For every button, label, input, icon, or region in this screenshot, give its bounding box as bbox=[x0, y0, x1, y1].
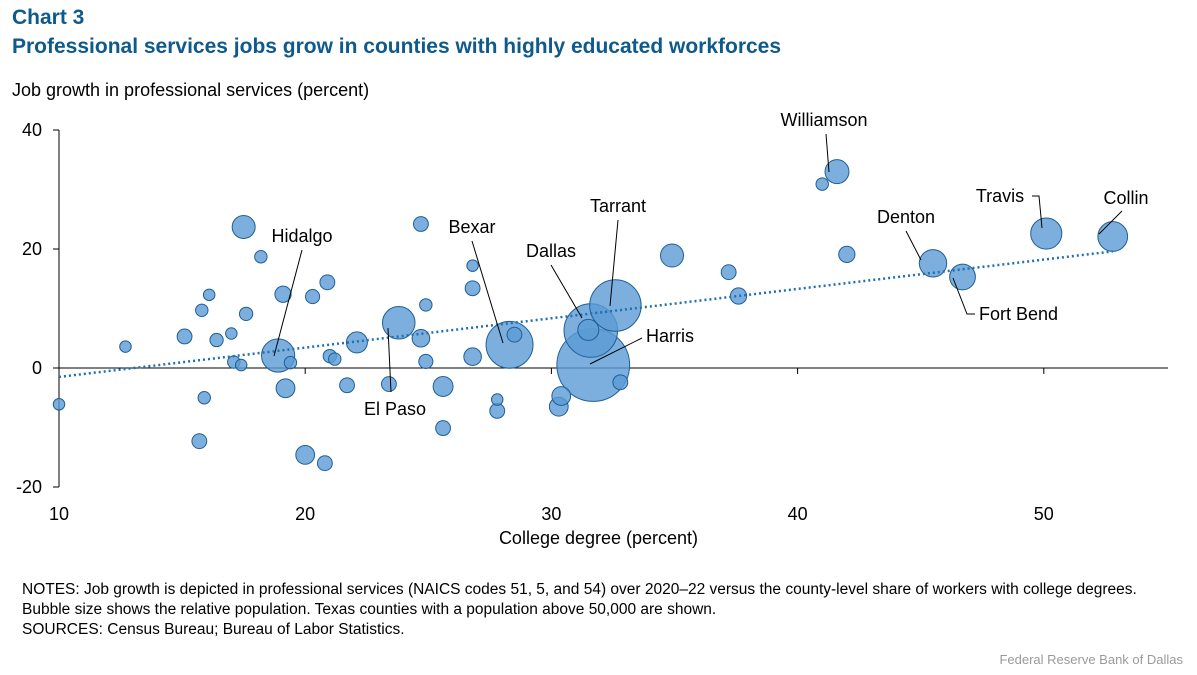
x-axis-label: College degree (percent) bbox=[0, 528, 1197, 549]
annotation-labels: Hidalgo El Paso Bexar Dallas Tarrant Harris Wi… bbox=[271, 110, 1148, 419]
trendline-path bbox=[58, 250, 1113, 379]
bubble bbox=[283, 355, 298, 370]
leader-collin bbox=[1098, 210, 1123, 235]
leader-harris bbox=[589, 337, 643, 365]
bubble bbox=[612, 374, 629, 391]
notes-text: NOTES: Job growth is depicted in profess… bbox=[22, 581, 1137, 618]
bubbles bbox=[52, 159, 1129, 472]
bubble bbox=[225, 327, 238, 340]
x-tick-label: 30 bbox=[541, 504, 561, 524]
x-axis-label-text: College degree (percent) bbox=[498, 528, 699, 548]
credit-line: Federal Reserve Bank of Dallas bbox=[999, 652, 1183, 667]
bubble bbox=[577, 318, 600, 341]
label-tarrant: Tarrant bbox=[590, 196, 646, 216]
bubble-denton bbox=[918, 249, 948, 278]
leader-dallas bbox=[550, 264, 583, 319]
bubble bbox=[305, 289, 321, 305]
bubble bbox=[238, 306, 254, 321]
label-dallas: Dallas bbox=[526, 241, 576, 261]
bubble-bexar bbox=[485, 320, 534, 369]
bubble bbox=[328, 352, 342, 366]
bubble-chart: -20 0 20 40 10 20 30 40 50 Hidalgo El Paso Bexar Da… bbox=[16, 110, 1168, 524]
bubble bbox=[660, 243, 685, 268]
bubble bbox=[275, 378, 296, 399]
bubble bbox=[466, 259, 479, 272]
label-bexar: Bexar bbox=[448, 217, 495, 237]
bubble bbox=[720, 264, 737, 281]
bubble bbox=[380, 376, 397, 392]
bubble bbox=[195, 303, 209, 317]
label-harris: Harris bbox=[646, 326, 694, 346]
bubble bbox=[815, 177, 829, 191]
bubble bbox=[506, 326, 523, 343]
bubble bbox=[234, 358, 248, 372]
leader-hidalgo bbox=[273, 249, 303, 357]
y-tick-label: 20 bbox=[22, 239, 42, 259]
label-el-paso: El Paso bbox=[364, 399, 426, 419]
y-tick-label: 40 bbox=[22, 120, 42, 140]
bubble bbox=[551, 386, 572, 406]
bubble bbox=[231, 214, 256, 239]
bubble bbox=[418, 353, 434, 369]
bubble bbox=[191, 433, 208, 450]
leader-williamson bbox=[825, 133, 830, 173]
leader-fort-bend bbox=[952, 277, 975, 315]
y-axis-label: Job growth in professional services (per… bbox=[12, 80, 370, 100]
bubble bbox=[254, 250, 268, 264]
y-tick-label: 0 bbox=[32, 358, 42, 378]
x-tick-label: 20 bbox=[295, 504, 315, 524]
x-tick-label: 50 bbox=[1034, 504, 1054, 524]
label-collin: Collin bbox=[1103, 188, 1148, 208]
bubble bbox=[729, 287, 748, 305]
bubble bbox=[209, 332, 224, 348]
label-williamson: Williamson bbox=[780, 110, 867, 130]
label-hidalgo: Hidalgo bbox=[271, 226, 332, 246]
bubble-el-paso bbox=[381, 306, 416, 340]
leader-tarrant bbox=[609, 219, 619, 307]
x-tick-label: 10 bbox=[49, 504, 69, 524]
bubble bbox=[464, 280, 481, 297]
label-travis: Travis bbox=[976, 186, 1024, 206]
bubble bbox=[295, 444, 316, 465]
bubble bbox=[838, 245, 856, 263]
chart-title: Professional services jobs grow in count… bbox=[12, 35, 782, 58]
bubble bbox=[412, 216, 429, 232]
bubble bbox=[316, 455, 333, 472]
leader-travis bbox=[1032, 195, 1043, 229]
trendline bbox=[58, 250, 1113, 379]
y-tick-label: -20 bbox=[16, 477, 42, 497]
bubble bbox=[435, 420, 451, 437]
annotation-leaders bbox=[273, 133, 1123, 393]
bubble bbox=[197, 391, 211, 405]
label-fort-bend: Fort Bend bbox=[979, 304, 1058, 324]
bubble-fort-bend bbox=[949, 263, 976, 291]
x-tick-label: 40 bbox=[788, 504, 808, 524]
bubble bbox=[345, 331, 368, 354]
bubble bbox=[419, 298, 433, 312]
label-denton: Denton bbox=[877, 207, 935, 227]
bubble bbox=[274, 285, 292, 303]
bubble bbox=[119, 340, 132, 353]
bubble-tarrant bbox=[589, 279, 642, 332]
bubble-collin bbox=[1097, 221, 1129, 252]
bubble bbox=[319, 274, 336, 291]
bubble bbox=[490, 393, 504, 406]
bubble bbox=[202, 288, 216, 302]
chart-number: Chart 3 bbox=[12, 6, 85, 29]
notes-block: NOTES: Job growth is depicted in profess… bbox=[22, 580, 1182, 640]
leader-bexar bbox=[471, 240, 504, 344]
sources-text: SOURCES: Census Bureau; Bureau of Labor … bbox=[22, 621, 405, 638]
bubble bbox=[432, 375, 454, 397]
bubble-williamson bbox=[824, 159, 850, 185]
bubble bbox=[176, 328, 193, 345]
bubble bbox=[339, 377, 355, 394]
leader-denton bbox=[905, 230, 922, 261]
bubble bbox=[52, 398, 66, 411]
leader-el-paso bbox=[387, 327, 392, 393]
bubble bbox=[463, 347, 482, 366]
bubble-travis bbox=[1030, 217, 1063, 250]
